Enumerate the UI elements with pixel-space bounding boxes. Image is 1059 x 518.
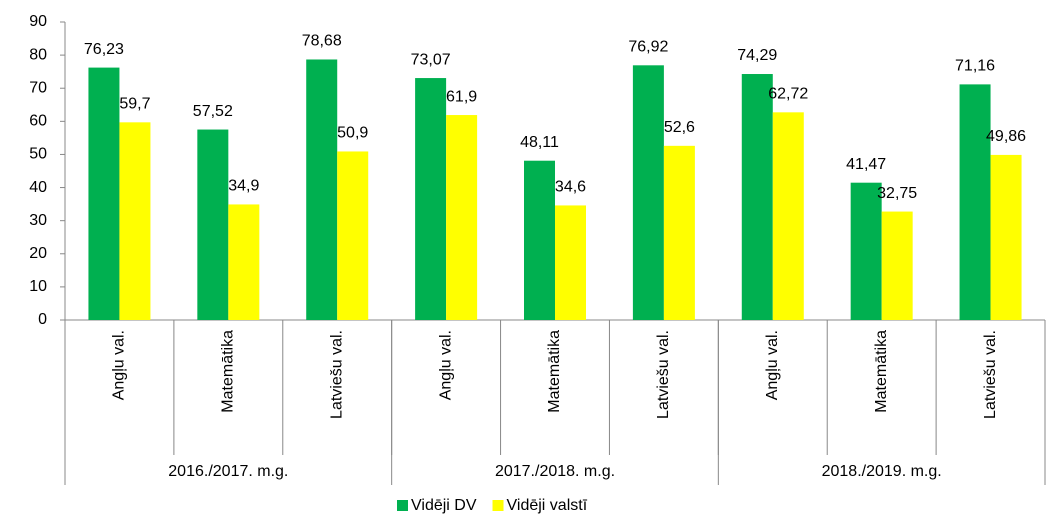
y-tick-label: 30 xyxy=(29,212,47,229)
y-tick-label: 80 xyxy=(29,46,47,63)
y-tick-label: 60 xyxy=(29,113,47,130)
bar xyxy=(772,112,804,320)
value-label: 50,9 xyxy=(337,125,368,142)
bar xyxy=(337,151,369,320)
bar xyxy=(415,78,447,320)
bar xyxy=(959,84,991,320)
bar xyxy=(446,115,478,320)
value-label: 48,11 xyxy=(520,134,559,151)
value-label: 78,68 xyxy=(302,33,342,50)
x-tick-label: Latviešu val. xyxy=(328,330,345,419)
x-tick-label: Angļu val. xyxy=(111,330,128,400)
y-tick-label: 10 xyxy=(29,278,47,295)
bar xyxy=(663,145,695,320)
x-tick-label: Matemātika xyxy=(220,330,237,413)
x-tick-label: Angļu val. xyxy=(437,330,454,400)
legend-label: Vidēji DV xyxy=(411,497,477,514)
y-tick-label: 50 xyxy=(29,146,47,163)
value-label: 76,92 xyxy=(628,39,668,56)
value-label: 52,6 xyxy=(664,119,695,136)
value-label: 41,47 xyxy=(846,156,886,173)
x-tick-label: Latviešu val. xyxy=(982,330,999,419)
value-label: 62,72 xyxy=(768,86,808,103)
bar xyxy=(228,204,260,320)
y-tick-label: 40 xyxy=(29,179,47,196)
bar xyxy=(850,182,882,320)
x-tick-label: Matemātika xyxy=(546,330,563,413)
group-label: 2018./2019. m.g. xyxy=(822,463,942,480)
value-label: 59,7 xyxy=(119,96,150,113)
value-label: 74,29 xyxy=(737,47,777,64)
x-tick-label: Matemātika xyxy=(873,330,890,413)
bar xyxy=(632,65,664,321)
x-tick-label: Angļu val. xyxy=(764,330,781,400)
bar xyxy=(881,211,913,320)
y-tick-label: 90 xyxy=(29,13,47,30)
value-label: 57,52 xyxy=(193,103,233,120)
x-tick-label: Latviešu val. xyxy=(655,330,672,419)
bar xyxy=(88,67,120,321)
value-label: 34,9 xyxy=(228,178,259,195)
legend-swatch xyxy=(397,500,408,511)
value-label: 71,16 xyxy=(955,58,995,75)
value-label: 73,07 xyxy=(411,51,451,68)
bar xyxy=(306,59,338,320)
value-label: 32,75 xyxy=(877,185,917,202)
group-label: 2017./2018. m.g. xyxy=(495,463,615,480)
y-tick-label: 20 xyxy=(29,245,47,262)
legend-swatch xyxy=(492,500,504,511)
group-label: 2016./2017. m.g. xyxy=(168,463,288,480)
legend-label: Vidēji valstī xyxy=(507,497,588,514)
y-tick-label: 0 xyxy=(38,311,47,328)
bar xyxy=(990,154,1022,320)
value-label: 34,6 xyxy=(555,179,586,196)
value-label: 49,86 xyxy=(986,128,1026,145)
value-label: 61,9 xyxy=(446,88,477,105)
y-tick-label: 70 xyxy=(29,79,47,96)
bar xyxy=(555,205,586,320)
bar xyxy=(524,160,555,320)
value-label: 76,23 xyxy=(84,41,124,58)
bar xyxy=(197,129,229,320)
bar xyxy=(119,122,151,321)
bar xyxy=(741,74,773,321)
